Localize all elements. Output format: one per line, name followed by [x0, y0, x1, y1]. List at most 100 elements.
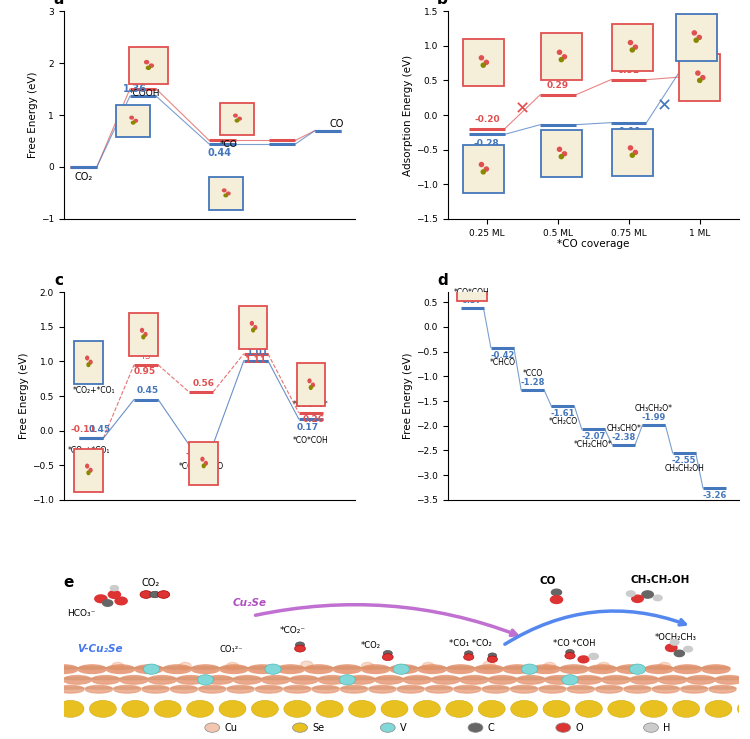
Circle shape: [292, 723, 308, 732]
FancyBboxPatch shape: [541, 130, 582, 177]
Circle shape: [550, 596, 562, 604]
Ellipse shape: [92, 675, 120, 684]
Text: O: O: [575, 723, 583, 732]
Ellipse shape: [475, 665, 503, 673]
Text: -0.20: -0.20: [474, 115, 500, 124]
Text: *CO₂⁻: *CO₂⁻: [280, 626, 306, 635]
Ellipse shape: [419, 667, 446, 670]
Ellipse shape: [120, 675, 148, 684]
Text: 0.29: 0.29: [547, 81, 568, 90]
Ellipse shape: [652, 685, 680, 693]
Ellipse shape: [630, 677, 658, 680]
Circle shape: [108, 590, 121, 599]
Ellipse shape: [687, 677, 716, 680]
Text: -0.11: -0.11: [70, 425, 96, 435]
Circle shape: [223, 189, 226, 191]
Ellipse shape: [135, 665, 163, 673]
Text: -2.07: -2.07: [581, 432, 605, 441]
Circle shape: [488, 656, 497, 662]
Ellipse shape: [346, 675, 375, 684]
Ellipse shape: [588, 667, 616, 670]
Ellipse shape: [375, 677, 404, 680]
Circle shape: [422, 662, 434, 670]
Text: *CO₁+*CHO: *CO₁+*CHO: [178, 462, 224, 471]
Circle shape: [154, 701, 182, 718]
Ellipse shape: [176, 677, 205, 680]
Text: -1.28: -1.28: [520, 378, 544, 387]
Circle shape: [89, 469, 92, 472]
Ellipse shape: [256, 685, 283, 693]
Text: -0.14: -0.14: [544, 129, 571, 138]
Ellipse shape: [304, 665, 333, 673]
Circle shape: [110, 585, 118, 590]
Ellipse shape: [233, 675, 262, 684]
Text: ✕: ✕: [657, 98, 672, 116]
Ellipse shape: [78, 665, 106, 673]
Text: 0.56: 0.56: [193, 379, 214, 388]
Circle shape: [633, 45, 638, 49]
Circle shape: [187, 701, 214, 718]
Ellipse shape: [645, 667, 674, 670]
Ellipse shape: [220, 665, 248, 673]
Ellipse shape: [716, 677, 743, 680]
Text: -0.20: -0.20: [185, 449, 211, 458]
Ellipse shape: [709, 685, 736, 693]
Circle shape: [197, 675, 214, 685]
Circle shape: [544, 662, 556, 670]
Circle shape: [575, 701, 602, 718]
Ellipse shape: [716, 675, 743, 684]
Circle shape: [628, 146, 632, 150]
Circle shape: [673, 701, 700, 718]
Circle shape: [141, 328, 143, 332]
Circle shape: [205, 461, 207, 465]
Ellipse shape: [658, 675, 687, 684]
Circle shape: [470, 275, 472, 280]
Ellipse shape: [482, 685, 509, 693]
Circle shape: [670, 639, 679, 645]
Ellipse shape: [432, 677, 460, 680]
Ellipse shape: [560, 667, 588, 670]
Circle shape: [339, 675, 356, 685]
Circle shape: [130, 116, 134, 119]
Ellipse shape: [362, 665, 390, 673]
Text: -3.26: -3.26: [702, 491, 727, 500]
Ellipse shape: [658, 677, 687, 680]
Circle shape: [565, 653, 575, 659]
Circle shape: [626, 591, 635, 596]
Circle shape: [483, 661, 495, 669]
Text: 0.51: 0.51: [618, 66, 640, 75]
Circle shape: [628, 41, 632, 44]
Text: CO₁²⁻: CO₁²⁻: [219, 645, 242, 655]
Text: *CO₁+*CO₁: *CO₁+*CO₁: [68, 446, 110, 455]
Circle shape: [86, 356, 88, 360]
Text: -0.42: -0.42: [490, 350, 514, 360]
Ellipse shape: [78, 667, 106, 670]
Text: 0.17: 0.17: [297, 423, 319, 432]
Ellipse shape: [340, 685, 368, 693]
Ellipse shape: [227, 687, 254, 689]
Ellipse shape: [284, 685, 310, 693]
Ellipse shape: [63, 677, 92, 680]
Ellipse shape: [545, 677, 574, 680]
Ellipse shape: [709, 687, 736, 689]
Text: Cu: Cu: [224, 723, 238, 732]
FancyBboxPatch shape: [457, 262, 488, 301]
Text: C: C: [488, 723, 494, 732]
Circle shape: [511, 701, 538, 718]
Circle shape: [219, 701, 246, 718]
Text: *CO *COH: *CO *COH: [554, 639, 596, 648]
Text: -2.55: -2.55: [672, 456, 697, 465]
Text: 0.51: 0.51: [218, 127, 242, 137]
Ellipse shape: [277, 667, 304, 670]
Circle shape: [103, 600, 112, 606]
Circle shape: [472, 279, 476, 284]
Text: *CO*COH: *CO*COH: [454, 287, 490, 296]
FancyBboxPatch shape: [463, 39, 504, 86]
Y-axis label: Free Energy (eV): Free Energy (eV): [20, 353, 29, 439]
Circle shape: [560, 154, 563, 159]
Ellipse shape: [312, 687, 339, 689]
Ellipse shape: [277, 665, 304, 673]
Text: c: c: [55, 273, 64, 288]
FancyBboxPatch shape: [680, 54, 720, 101]
Ellipse shape: [681, 685, 708, 693]
